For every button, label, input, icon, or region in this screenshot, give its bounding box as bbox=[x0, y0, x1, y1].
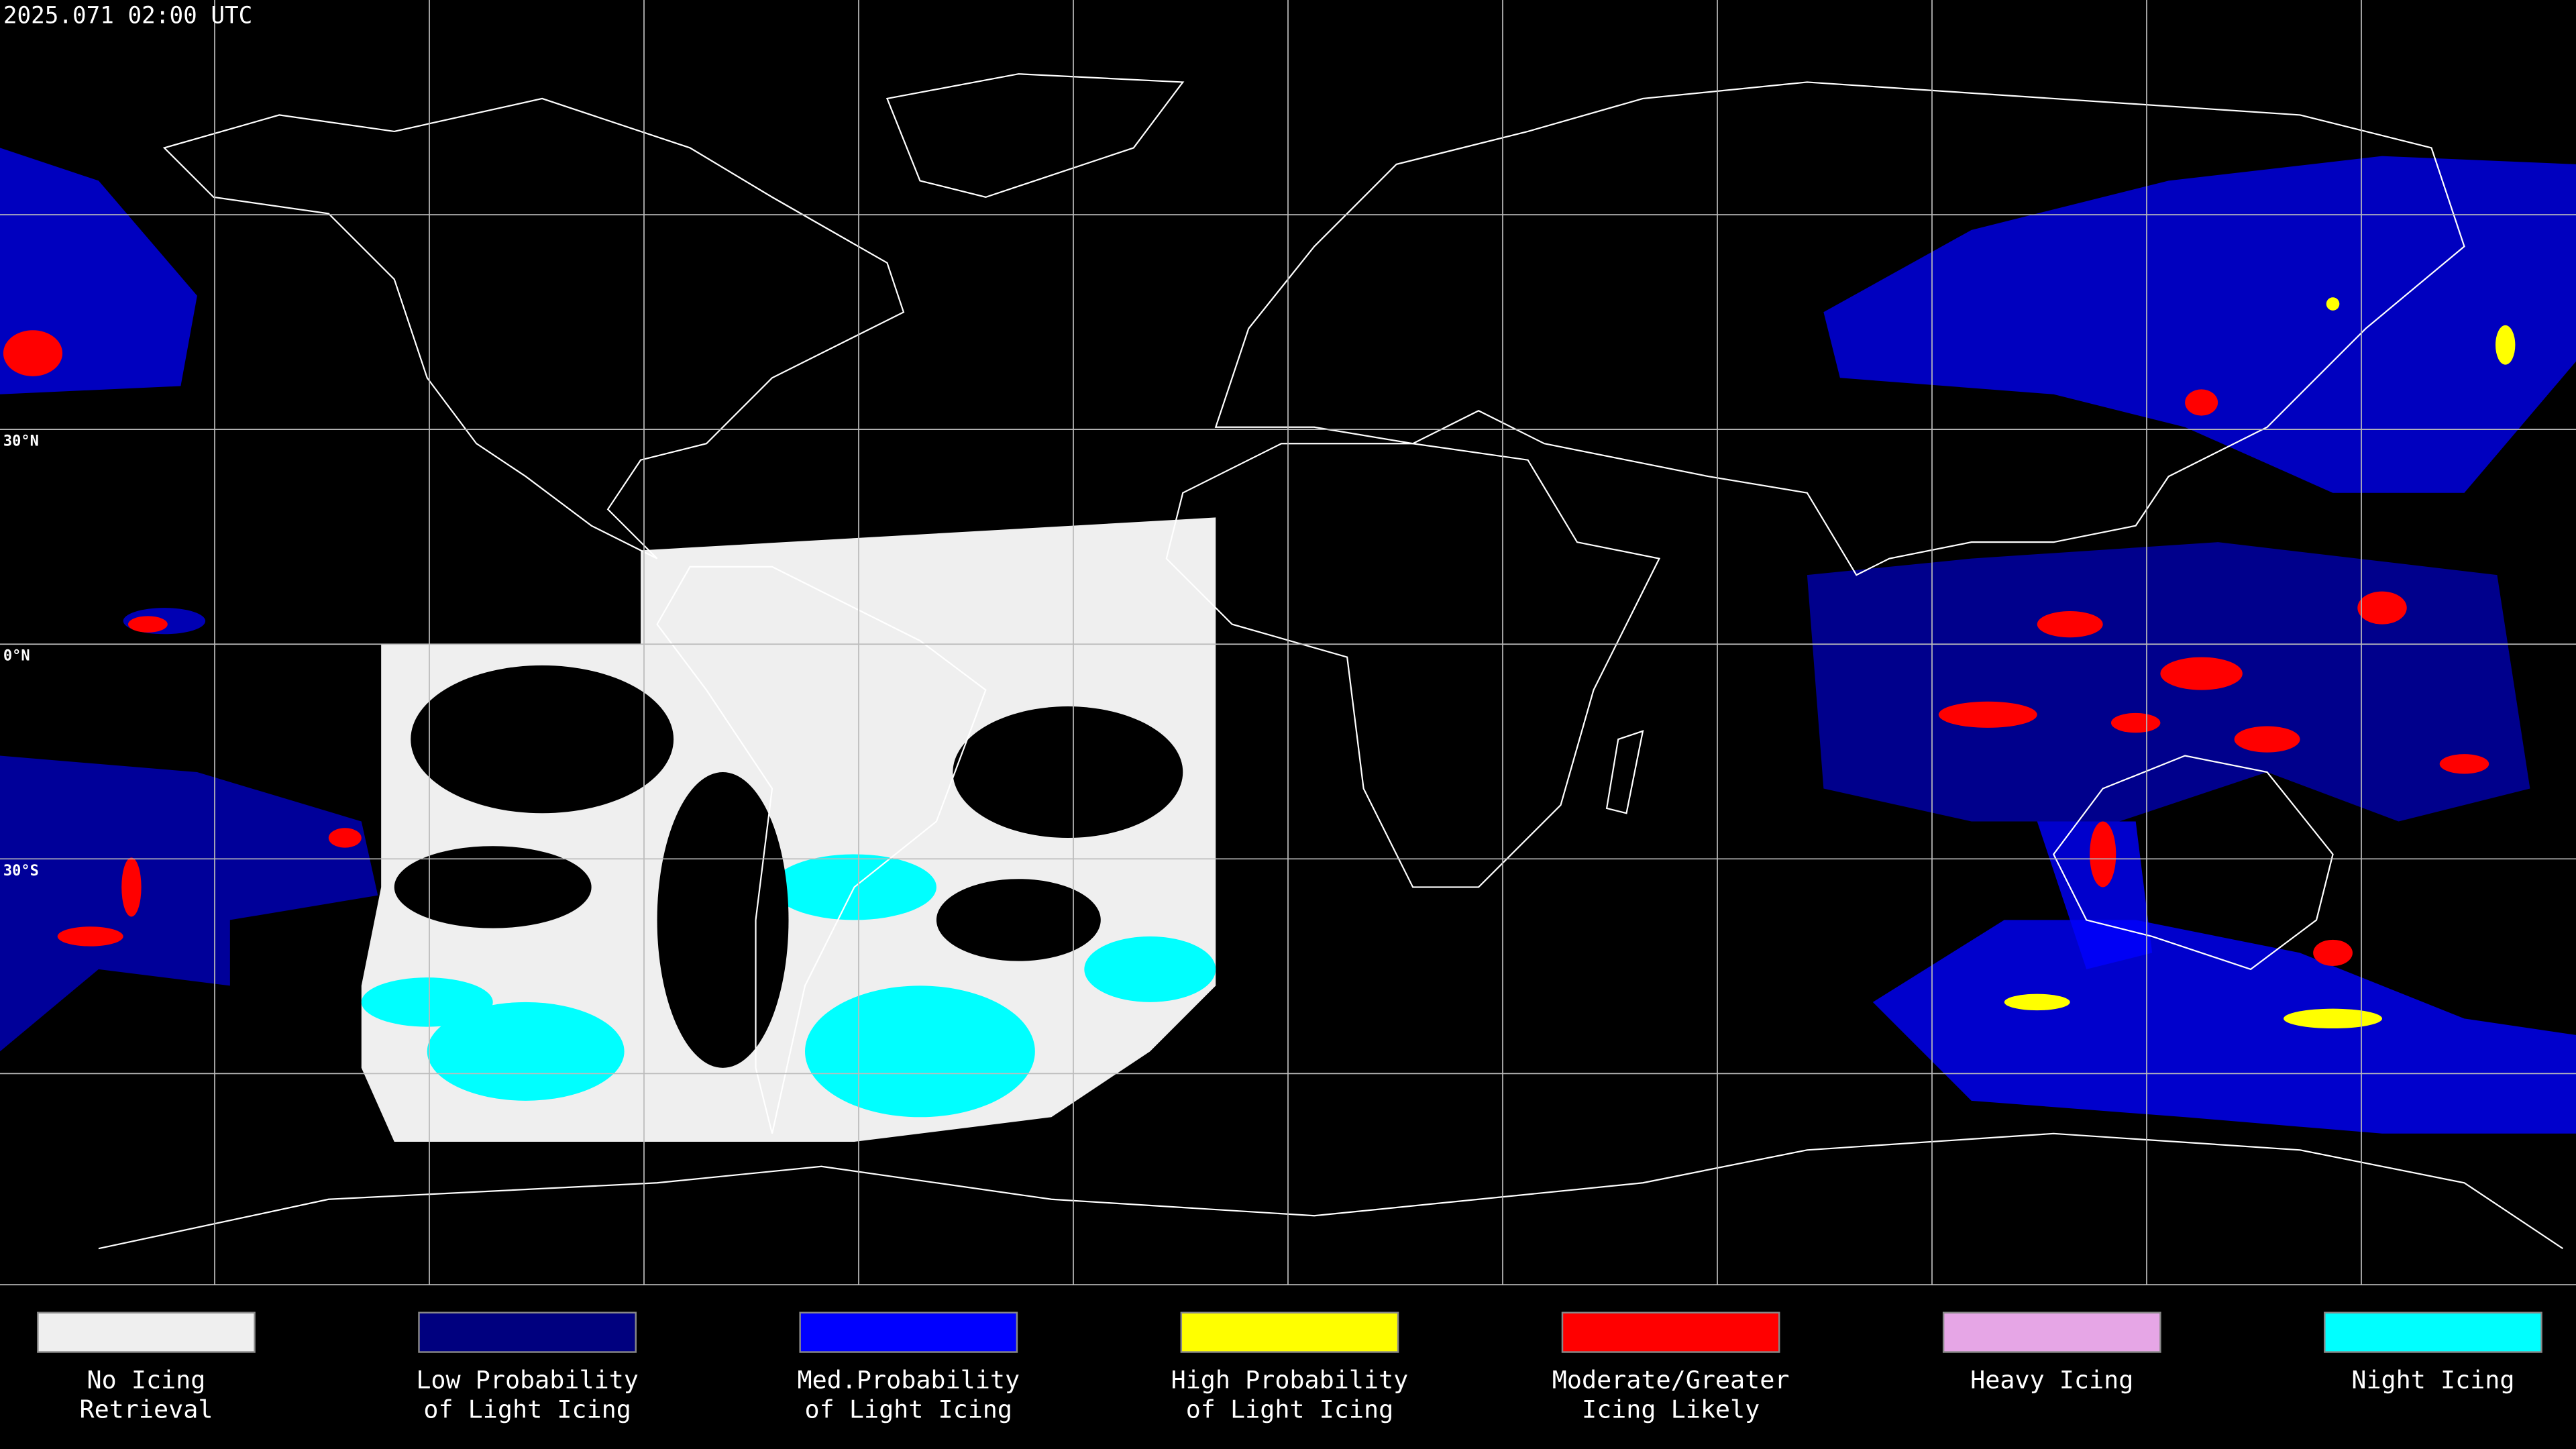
med-probability-region bbox=[1823, 156, 2576, 493]
high-probability-patches bbox=[2004, 297, 2516, 1029]
legend-swatch bbox=[2324, 1311, 2542, 1353]
legend-swatch bbox=[1180, 1311, 1399, 1353]
australia bbox=[2052, 755, 2334, 971]
legend-label: Heavy Icing bbox=[1970, 1365, 2133, 1394]
med-probability-region bbox=[0, 148, 197, 394]
antarctica bbox=[98, 1132, 2564, 1250]
legend-label: Low Probability bbox=[416, 1365, 639, 1394]
legend-label: Icing Likely bbox=[1582, 1395, 1760, 1424]
legend-label: of Light Icing bbox=[423, 1395, 631, 1424]
legend-label: Moderate/Greater bbox=[1552, 1365, 1790, 1394]
clear-area bbox=[953, 706, 1183, 838]
moderate-icing-patches bbox=[3, 330, 362, 947]
greenland bbox=[885, 73, 1185, 199]
night-icing-region bbox=[427, 1002, 625, 1101]
night-icing-region bbox=[805, 985, 1035, 1118]
africa bbox=[1165, 443, 1661, 888]
north-america bbox=[162, 97, 905, 559]
legend-label: of Light Icing bbox=[805, 1395, 1012, 1424]
timestamp: 2025.071 02:00 UTC bbox=[3, 2, 252, 29]
graticule bbox=[0, 0, 2576, 1285]
clear-area bbox=[411, 665, 674, 814]
night-icing-region bbox=[1084, 936, 1216, 1002]
legend-swatch bbox=[799, 1311, 1018, 1353]
legend-swatch bbox=[37, 1311, 256, 1353]
legend-label: Retrieval bbox=[79, 1395, 213, 1424]
moderate-icing-patches bbox=[1938, 389, 2489, 966]
med-probability-region bbox=[1872, 920, 2576, 1134]
icing-data bbox=[0, 148, 2576, 1142]
legend-label: No Icing bbox=[87, 1365, 206, 1394]
legend-swatch bbox=[1561, 1311, 1780, 1353]
legend-swatch bbox=[418, 1311, 637, 1353]
latitude-label: 30°S bbox=[3, 863, 39, 879]
latitude-label: 0°N bbox=[3, 648, 30, 665]
clear-area bbox=[936, 879, 1101, 961]
latitude-labels: 30°N 0°N 30°S bbox=[3, 433, 39, 879]
latitude-label: 30°N bbox=[3, 433, 39, 450]
eurasia bbox=[1214, 81, 2465, 576]
night-icing-region bbox=[361, 977, 493, 1027]
legend-label: of Light Icing bbox=[1186, 1395, 1394, 1424]
legend-label: Night Icing bbox=[2351, 1365, 2514, 1394]
madagascar bbox=[1605, 730, 1644, 814]
legend-swatch bbox=[1942, 1311, 2161, 1353]
south-america bbox=[656, 566, 987, 1134]
clear-area bbox=[394, 846, 592, 928]
med-probability-region bbox=[0, 755, 378, 1052]
legend-label: High Probability bbox=[1171, 1365, 1409, 1394]
coastlines bbox=[98, 73, 2564, 1250]
legend-label: Med.Probability bbox=[797, 1365, 1020, 1394]
